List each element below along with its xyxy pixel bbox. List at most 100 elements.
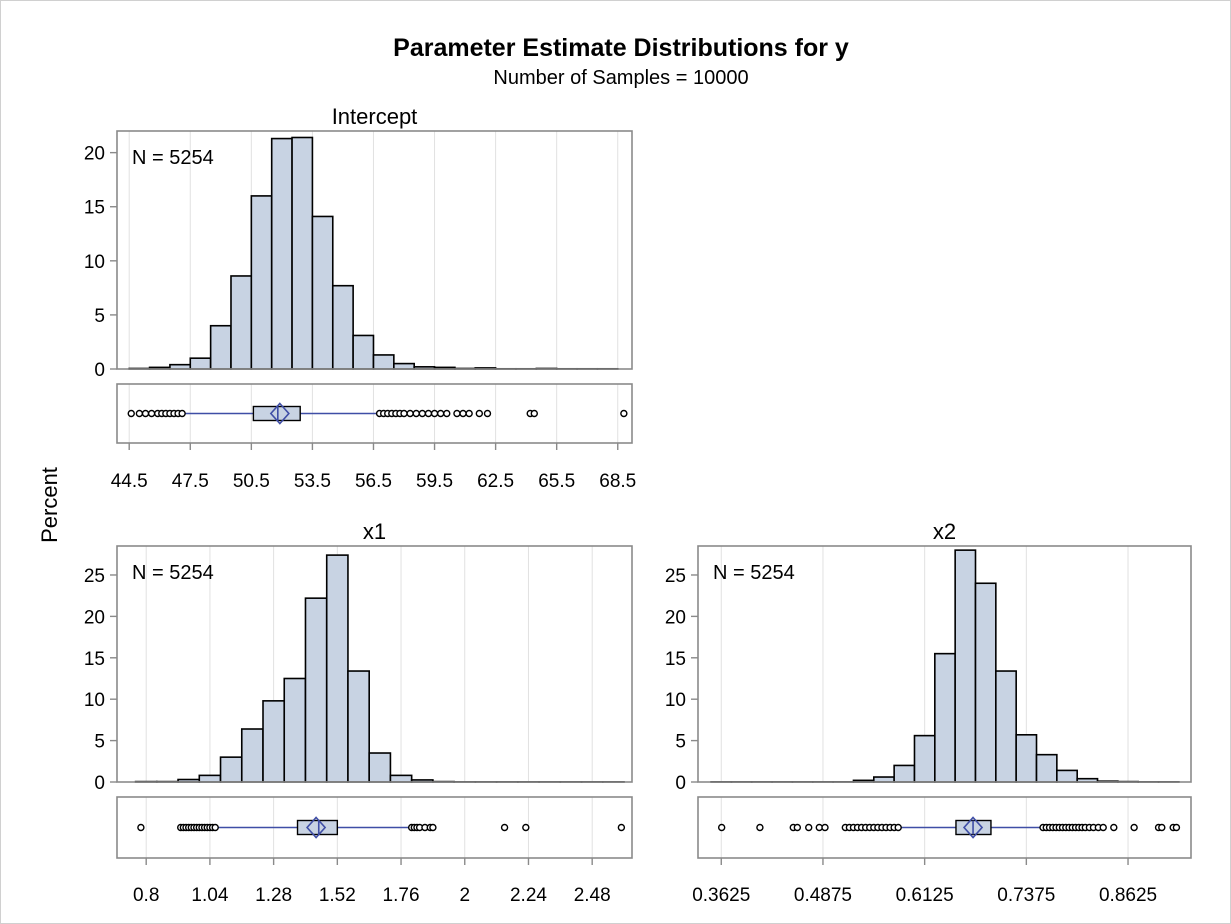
outlier-point <box>406 409 414 418</box>
outlier-point <box>453 409 461 418</box>
y-tick-label: 5 <box>675 732 686 753</box>
x-tick-label: 1.28 <box>255 885 292 906</box>
x-tick-label: 2 <box>459 885 470 906</box>
plot-frame <box>116 545 633 783</box>
panel-x1: x1 N = 5254 0 5 10 15 20 25 0.8 1.04 1.28 1.52 1.76 2… <box>84 519 633 906</box>
outlier-point <box>429 823 437 832</box>
x-tick-label: 1.04 <box>191 885 228 906</box>
y-tick-label: 15 <box>84 198 105 219</box>
outlier-point <box>141 409 150 418</box>
outlier-point <box>756 823 764 832</box>
y-tick-label: 5 <box>94 732 105 753</box>
outlier-point <box>135 409 144 418</box>
x-tick-label: 2.24 <box>510 885 547 906</box>
histogram-bar <box>198 774 222 783</box>
outlier-point <box>430 409 439 418</box>
outlier-point <box>1099 823 1107 832</box>
n-label: N = 5254 <box>132 562 214 584</box>
panel-title: x2 <box>933 519 956 544</box>
outlier-point <box>147 409 156 418</box>
y-tick-label: 0 <box>94 360 105 381</box>
x-tick-label: 62.5 <box>477 471 514 492</box>
outlier-point <box>894 823 902 832</box>
outlier-point <box>1172 823 1181 832</box>
outlier-point <box>418 409 427 418</box>
histogram-bar <box>283 677 307 783</box>
outlier-point <box>424 409 433 418</box>
boxplot-frame <box>116 383 633 444</box>
box-iqr <box>252 405 301 422</box>
y-tick-label: 10 <box>84 690 105 711</box>
chart-title: Parameter Estimate Distributions for y <box>393 34 849 62</box>
outlier-point <box>443 409 451 418</box>
outlier-point <box>483 409 492 418</box>
y-tick-label: 10 <box>665 690 686 711</box>
n-label: N = 5254 <box>713 562 795 584</box>
histogram-bar <box>1015 733 1038 783</box>
outlier-point <box>436 409 445 418</box>
x-tick-label: 0.7375 <box>997 885 1055 906</box>
histogram-bar <box>368 752 392 783</box>
outlier-point <box>617 823 626 832</box>
histogram-bar <box>352 334 375 370</box>
plot-frame <box>116 130 633 370</box>
histogram-bar <box>209 324 232 370</box>
histogram-bar <box>325 554 349 783</box>
outlier-point <box>127 409 135 418</box>
histogram-bar <box>893 764 916 783</box>
outlier-point <box>1158 823 1166 832</box>
outlier-point <box>717 823 726 832</box>
chart-subtitle: Number of Samples = 10000 <box>493 67 748 89</box>
outlier-point <box>465 409 473 418</box>
outlier-point <box>475 409 484 418</box>
mean-marker <box>269 402 290 425</box>
outlier-point <box>137 823 145 832</box>
histogram-bar <box>995 670 1017 783</box>
histogram-bar <box>262 700 286 783</box>
histogram-bar <box>393 362 415 370</box>
x-tick-label: 0.3625 <box>692 885 750 906</box>
outlier-point <box>412 409 420 418</box>
outlier-point <box>1110 823 1118 832</box>
x-tick-label: 47.5 <box>172 471 209 492</box>
x-tick-label: 0.8625 <box>1099 885 1157 906</box>
histogram-bar <box>230 275 253 370</box>
panel-intercept: Intercept N = 5254 0 5 10 15 20 44.5 47.5 50.5 53.… <box>84 104 636 492</box>
y-tick-label: 0 <box>94 773 105 794</box>
y-tick-label: 0 <box>675 773 686 794</box>
y-tick-label: 25 <box>84 566 105 587</box>
histogram-bar <box>934 652 956 783</box>
x-tick-label: 53.5 <box>294 471 331 492</box>
x-tick-label: 0.6125 <box>896 885 954 906</box>
histogram-bar <box>389 774 413 783</box>
outlier-point <box>793 823 802 832</box>
histogram-bar <box>1056 769 1078 783</box>
x-tick-label: 44.5 <box>111 471 148 492</box>
histogram-bar <box>250 195 273 370</box>
outlier-point <box>400 409 408 418</box>
mean-marker <box>306 816 327 839</box>
x-tick-label: 2.48 <box>574 885 611 906</box>
histogram-bar <box>304 597 328 783</box>
outlier-point <box>178 409 186 418</box>
y-tick-label: 20 <box>665 607 686 628</box>
y-tick-label: 10 <box>84 252 105 273</box>
y-tick-label: 20 <box>84 144 105 165</box>
histogram-bar <box>347 670 370 783</box>
plot-frame <box>697 545 1192 783</box>
histogram-bar <box>240 728 264 783</box>
outlier-point <box>500 823 509 832</box>
x-tick-label: 1.52 <box>319 885 356 906</box>
histogram-bar <box>189 357 212 370</box>
outlier-point <box>530 409 538 418</box>
histogram-bar <box>331 284 354 370</box>
outlier-point <box>459 409 467 418</box>
y-tick-label: 25 <box>665 566 686 587</box>
x-tick-label: 68.5 <box>599 471 636 492</box>
box-iqr <box>296 819 339 836</box>
outlier-point <box>211 823 219 832</box>
panel-title: x1 <box>363 519 386 544</box>
histogram-bar <box>1035 753 1058 783</box>
